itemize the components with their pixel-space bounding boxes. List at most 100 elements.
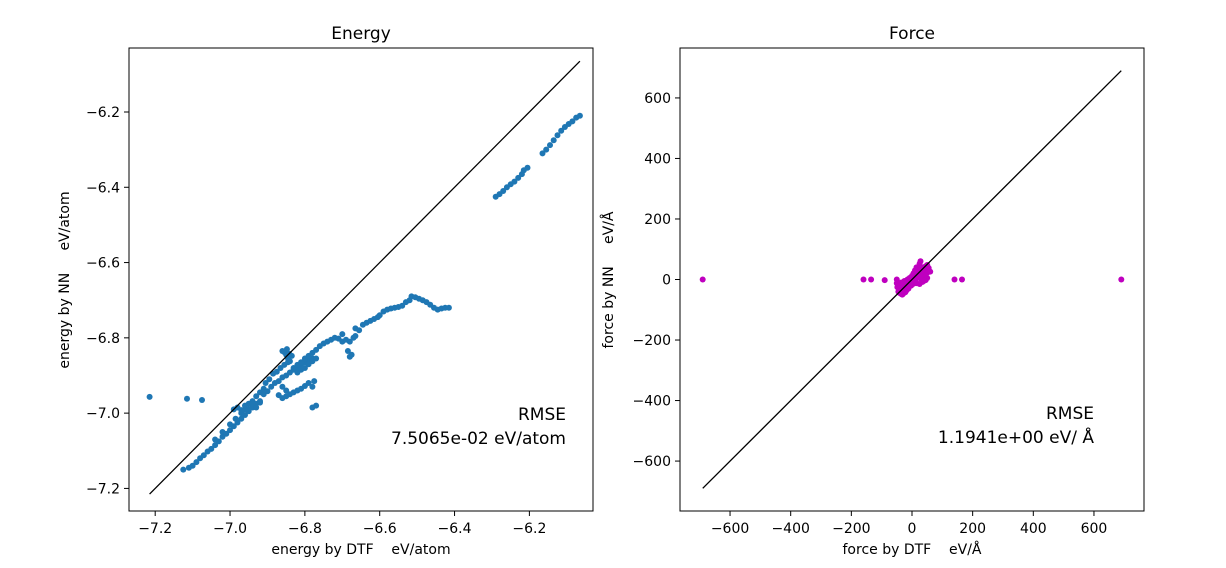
force-data-point	[900, 290, 907, 297]
force-rmse-value: 1.1941e+00 eV/ Å	[938, 426, 1094, 448]
energy-x-tick-label: −7.2	[138, 521, 172, 537]
energy-data-point	[184, 395, 190, 402]
energy-data-point	[193, 459, 200, 466]
energy-data-point	[208, 445, 215, 452]
energy-data-point	[219, 429, 226, 435]
energy-data-point	[311, 378, 318, 385]
energy-data-point	[273, 368, 280, 375]
energy-y-axis-label: energy by NN eV/atom	[57, 191, 73, 368]
force-data-point	[951, 276, 958, 283]
energy-data-point	[238, 407, 245, 414]
energy-data-point	[313, 355, 320, 362]
energy-data-point	[558, 127, 565, 134]
energy-data-point	[569, 118, 576, 125]
energy-data-point	[232, 415, 239, 422]
energy-data-point	[283, 387, 290, 394]
energy-data-point	[376, 312, 383, 319]
energy-data-point	[245, 406, 252, 413]
force-data-point	[959, 276, 965, 283]
energy-data-point	[253, 393, 260, 400]
energy-data-point	[262, 380, 269, 386]
energy-data-point	[189, 462, 196, 469]
energy-data-point	[543, 146, 550, 153]
energy-data-point	[576, 112, 583, 119]
energy-data-point	[339, 331, 346, 338]
energy-data-point	[301, 365, 308, 371]
force-data-point	[881, 277, 888, 284]
force-data-point	[860, 276, 867, 283]
force-panel: Force −600 −400 −200 0 200 400 600 −600 −400 −200…	[600, 24, 1145, 558]
energy-data-point	[200, 452, 207, 459]
energy-data-point	[279, 383, 286, 390]
force-x-tick-label: −200	[832, 521, 870, 537]
energy-y-tick-label: −6.2	[86, 105, 120, 121]
energy-y-tick-label: −7.2	[86, 481, 120, 497]
energy-data-point	[352, 325, 359, 332]
energy-x-tick-label: −6.8	[288, 521, 322, 537]
force-y-axis-label: force by NN eV/Å	[600, 211, 617, 348]
force-x-tick-label: 0	[908, 521, 917, 537]
force-x-tick-label: −600	[711, 521, 749, 537]
force-data-point	[1118, 276, 1125, 283]
energy-x-tick-label: −6.4	[438, 521, 472, 537]
energy-data-point	[309, 383, 316, 390]
energy-data-point	[547, 142, 553, 149]
energy-data-point	[550, 137, 557, 144]
force-y-tick-label: −400	[633, 394, 671, 410]
energy-y-tick-label: −7.0	[86, 406, 120, 422]
energy-rmse-label: RMSE	[518, 405, 566, 425]
force-y-tick-label: 600	[644, 91, 671, 107]
force-data-point	[894, 284, 901, 291]
energy-data-point	[348, 351, 355, 358]
energy-y-tick-label: −6.6	[86, 256, 120, 272]
force-x-tick-label: −400	[771, 521, 809, 537]
force-x-tick-label: 200	[959, 521, 986, 537]
force-y-tick-label: −200	[633, 333, 671, 349]
energy-data-point	[268, 383, 275, 390]
force-data-point	[868, 276, 875, 283]
energy-data-point	[344, 348, 351, 354]
energy-data-point	[511, 178, 518, 185]
energy-data-point	[275, 378, 282, 385]
energy-data-point	[305, 380, 312, 386]
energy-data-point	[257, 399, 263, 406]
energy-data-point	[249, 400, 256, 407]
energy-data-point	[283, 346, 290, 353]
energy-title: Energy	[331, 24, 391, 44]
energy-x-axis-label: energy by DTF eV/atom	[271, 542, 450, 558]
energy-data-point	[352, 333, 359, 339]
force-reference-line	[702, 70, 1122, 489]
energy-axes-frame	[128, 47, 594, 512]
force-y-tick-label: 200	[644, 212, 671, 228]
energy-data-point	[264, 388, 271, 395]
energy-data-point	[313, 402, 320, 409]
force-x-tick-label: 400	[1020, 521, 1047, 537]
energy-data-point	[227, 421, 233, 428]
force-y-tick-label: 0	[662, 273, 671, 289]
energy-data-point	[524, 164, 531, 171]
energy-data-point	[539, 150, 546, 157]
energy-data-point	[313, 346, 320, 353]
energy-data-point	[212, 436, 219, 443]
force-ticks: −600 −400 −200 0 200 400 600 −600 −400 −200 0 200 40…	[633, 91, 1108, 537]
energy-data-point	[212, 442, 219, 449]
energy-data-point	[515, 174, 522, 181]
force-rmse-label: RMSE	[1046, 404, 1094, 424]
energy-data-point	[242, 402, 248, 409]
energy-data-point	[286, 358, 293, 365]
energy-rmse-value: 7.5065e-02 eV/atom	[391, 429, 566, 449]
energy-data-point	[180, 466, 187, 473]
energy-y-tick-label: −6.4	[86, 180, 120, 196]
energy-panel: Energy −7.2 −7.0 −6.8 −6.6 −6.4 −6.2 −7.2 −7.0 −…	[57, 24, 594, 558]
energy-data-point	[500, 188, 507, 194]
energy-data-point	[554, 132, 561, 139]
energy-data-point	[399, 302, 406, 309]
force-plot-layer	[699, 70, 1125, 489]
energy-data-point	[227, 427, 233, 434]
energy-data-point	[266, 376, 273, 383]
force-y-tick-label: 400	[644, 151, 671, 167]
energy-data-point	[238, 415, 245, 422]
energy-x-tick-label: −7.0	[213, 521, 247, 537]
energy-data-point	[346, 338, 353, 345]
